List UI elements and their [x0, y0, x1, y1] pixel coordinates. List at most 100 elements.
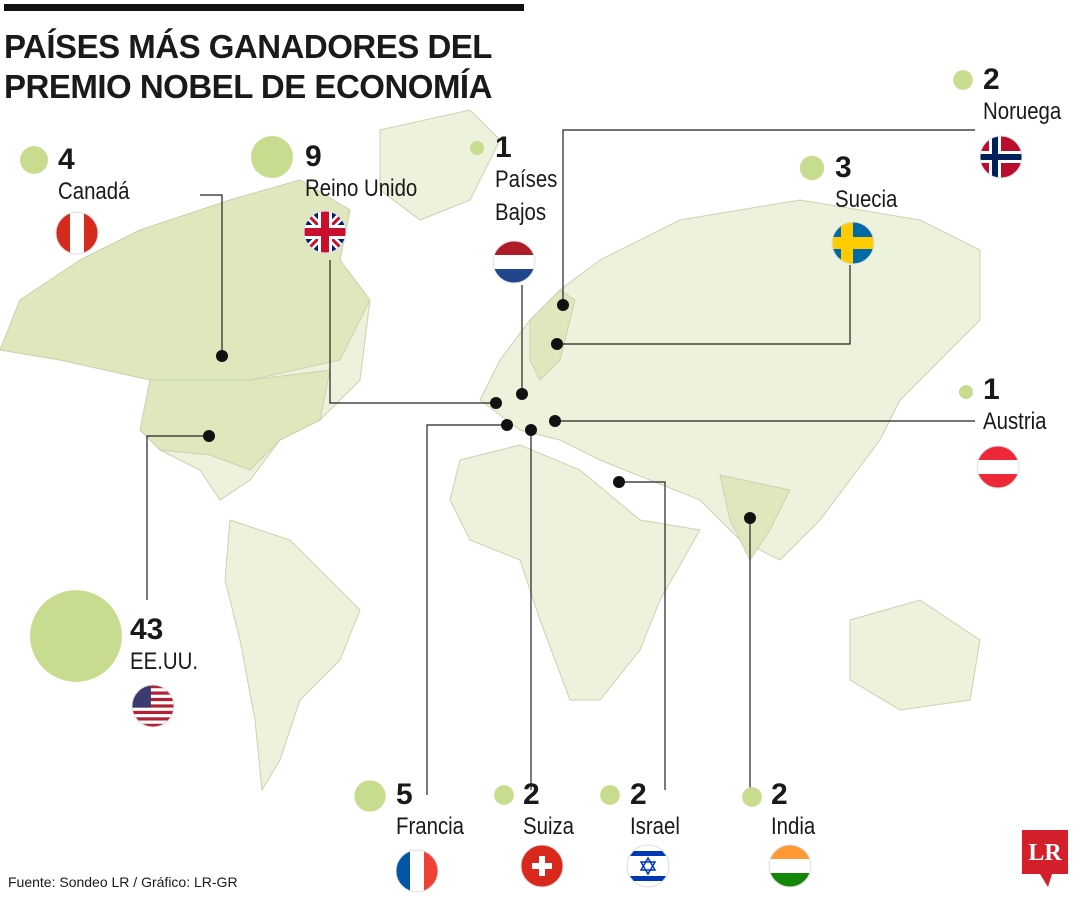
flag-part	[639, 856, 657, 876]
flag-part	[396, 850, 411, 892]
bubble	[20, 146, 48, 174]
flag-body	[493, 241, 535, 283]
location-dot	[501, 419, 513, 431]
flag-part	[132, 697, 174, 702]
bubble	[30, 590, 122, 682]
flag-part	[493, 269, 535, 283]
flag-part	[132, 704, 174, 708]
markers	[20, 70, 1023, 893]
flag-outline	[976, 445, 1020, 489]
country-name: Suecia	[835, 186, 898, 213]
south-america	[224, 519, 361, 792]
flag-outline	[131, 684, 175, 728]
bubble	[354, 780, 386, 812]
value-label: 3	[835, 151, 852, 184]
value-label: 9	[305, 140, 322, 173]
value-label: 1	[983, 373, 1000, 406]
leader-line	[426, 424, 507, 795]
flag-part	[132, 707, 174, 712]
leader-line	[146, 435, 209, 600]
country-name: Países Bajos	[495, 166, 558, 226]
country-name: EE.UU.	[130, 648, 199, 675]
location-dot	[549, 415, 561, 427]
country-name: Canadá	[58, 178, 130, 205]
bubble	[959, 385, 973, 399]
flag	[395, 849, 439, 893]
bubble	[742, 787, 762, 807]
flag-part	[410, 850, 425, 892]
value-label: 1	[495, 131, 512, 164]
value-label: 2	[523, 778, 540, 811]
flag-part	[992, 136, 998, 178]
flag-part	[977, 446, 1019, 461]
logo-tail	[1040, 874, 1052, 887]
flag	[55, 211, 99, 255]
flag-part	[844, 222, 850, 264]
flag-part	[977, 460, 1019, 475]
flag-part	[493, 241, 535, 256]
country-name: Reino Unido	[305, 175, 418, 202]
location-dot	[490, 397, 502, 409]
flag-part	[132, 694, 174, 699]
flag	[831, 221, 875, 265]
flag-body	[521, 845, 563, 887]
flag-part	[70, 212, 85, 254]
flag-part	[132, 720, 174, 725]
flag-part	[769, 873, 811, 887]
africa	[449, 444, 701, 701]
flag-part	[132, 710, 174, 715]
location-dot	[516, 388, 528, 400]
flag-part	[132, 701, 174, 705]
flag-part	[132, 685, 174, 689]
flag	[979, 135, 1023, 179]
bubble	[494, 785, 514, 805]
location-dot	[551, 338, 563, 350]
flag-outline	[979, 135, 1023, 179]
flag-part	[132, 717, 174, 721]
value-label: 2	[983, 63, 1000, 96]
flag-outline	[395, 849, 439, 893]
flag-outline	[520, 844, 564, 888]
title-line: PAÍSES MÁS GANADORES DEL	[4, 28, 492, 65]
flag-part	[132, 723, 174, 727]
leader-line	[562, 129, 975, 305]
flag-part	[424, 850, 438, 892]
flag-outline	[492, 240, 536, 284]
flag-body	[980, 136, 1022, 178]
country-name: Suiza	[523, 813, 575, 840]
flag-body	[396, 850, 438, 892]
value-label: 2	[771, 778, 788, 811]
flag-part	[132, 691, 174, 695]
country-name: Israel	[630, 813, 680, 840]
flag-part	[627, 876, 669, 881]
top-rule	[4, 4, 524, 11]
leader-lines	[146, 129, 975, 795]
country-name: India	[771, 813, 816, 840]
location-dot	[744, 512, 756, 524]
flag	[131, 684, 175, 728]
logo: LR	[1028, 840, 1062, 866]
leader-line	[557, 265, 851, 345]
country-name: Austria	[983, 408, 1047, 435]
scandinavia-area	[529, 289, 576, 381]
flag	[626, 844, 670, 888]
flag	[303, 210, 347, 254]
bubble	[799, 155, 825, 181]
flag-part	[56, 212, 71, 254]
bubble	[953, 70, 973, 90]
country-name: Noruega	[983, 98, 1062, 125]
flag-outline	[768, 844, 812, 888]
leader-line	[200, 194, 223, 356]
flag-part	[832, 240, 874, 246]
value-label: 43	[130, 613, 164, 646]
usa-area	[139, 369, 331, 471]
flag-part	[84, 212, 98, 254]
flag	[492, 240, 536, 284]
flag-part	[980, 154, 1022, 160]
value-label: 4	[58, 143, 75, 176]
flag	[976, 445, 1020, 489]
flag-body	[304, 211, 346, 253]
flag-part	[132, 714, 174, 718]
location-dot	[525, 424, 537, 436]
